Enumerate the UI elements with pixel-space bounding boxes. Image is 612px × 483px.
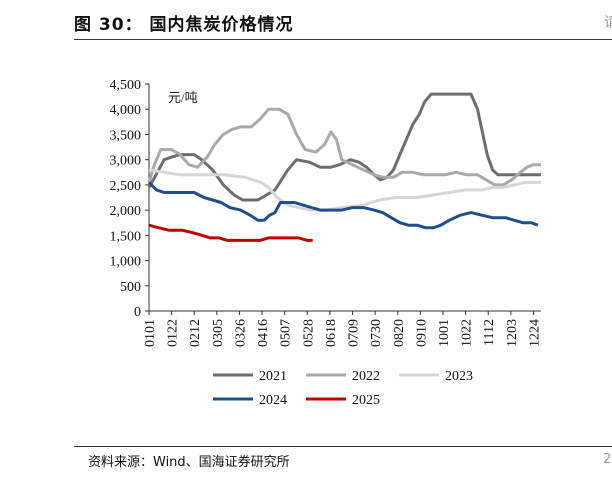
top-rule (74, 39, 612, 40)
y-tick-label: 1,500 (110, 229, 142, 244)
figure-title: 图 30： 国内焦炭价格情况 (74, 15, 294, 35)
legend-label-2022: 2022 (352, 369, 380, 384)
y-tick-label: 3,500 (110, 128, 142, 143)
series-line-2023 (148, 168, 541, 212)
y-tick-label: 3,000 (110, 154, 142, 169)
y-tick-label: 500 (120, 280, 141, 295)
x-tick-label: 1224 (527, 319, 542, 347)
coke-price-chart: 0 500 1,000 1,500 2,000 2,500 3,000 3,500 4,000 4… (110, 78, 543, 408)
x-tick-label: 1022 (460, 319, 475, 347)
chart-legend: 2021 2022 2023 2024 2025 (213, 369, 473, 408)
x-tick-label: 1203 (505, 319, 520, 347)
y-tick-label: 2,000 (110, 204, 142, 219)
x-tick-label: 0528 (301, 319, 316, 347)
legend-label-2021: 2021 (259, 369, 287, 384)
x-tick-label: 0709 (347, 319, 362, 347)
unit-label: 元/吨 (168, 90, 198, 105)
legend-label-2023: 2023 (445, 369, 473, 384)
x-tick-label: 0910 (414, 319, 429, 347)
x-tick-label: 0730 (369, 319, 384, 347)
x-tick-label: 0416 (256, 319, 271, 347)
bottom-rule (74, 446, 612, 447)
y-tick-labels: 0 500 1,000 1,500 2,000 2,500 3,000 3,500 4,000 4… (110, 78, 142, 320)
x-tick-label: 1001 (437, 319, 452, 347)
figure-header: 图 30： 国内焦炭价格情况 请 (74, 6, 612, 38)
y-tick-label: 0 (134, 305, 141, 320)
legend-label-2024: 2024 (259, 393, 287, 408)
y-tick-label: 4,500 (110, 78, 142, 93)
x-tick-label: 0212 (188, 319, 203, 347)
x-tick-label: 0101 (143, 319, 158, 347)
series-line-2022 (147, 107, 541, 187)
source-note: 资料来源：Wind、国海证券研究所 (88, 455, 290, 470)
chart-axes (145, 83, 541, 315)
x-tick-label: 0618 (324, 319, 339, 347)
y-tick-label: 1,000 (110, 255, 142, 270)
x-tick-label: 0305 (211, 319, 226, 347)
series-line-2025 (148, 223, 313, 242)
x-tick-label: 0326 (233, 319, 248, 347)
series-line-2024 (147, 181, 539, 230)
x-tick-label: 0122 (166, 319, 181, 347)
x-tick-labels: 0101 0122 0212 0305 0326 0416 0507 0528 0618 0709… (143, 319, 542, 347)
x-tick-label: 0820 (392, 319, 407, 347)
series-line-2021 (147, 92, 541, 202)
y-tick-label: 4,000 (110, 103, 142, 118)
page-number: 2 (603, 452, 612, 467)
legend-label-2025: 2025 (352, 393, 380, 408)
y-tick-label: 2,500 (110, 179, 142, 194)
corner-mark: 请 (604, 15, 612, 31)
x-tick-label: 0507 (279, 319, 294, 347)
chart-plot-area (147, 92, 541, 242)
x-tick-label: 1112 (482, 319, 497, 346)
